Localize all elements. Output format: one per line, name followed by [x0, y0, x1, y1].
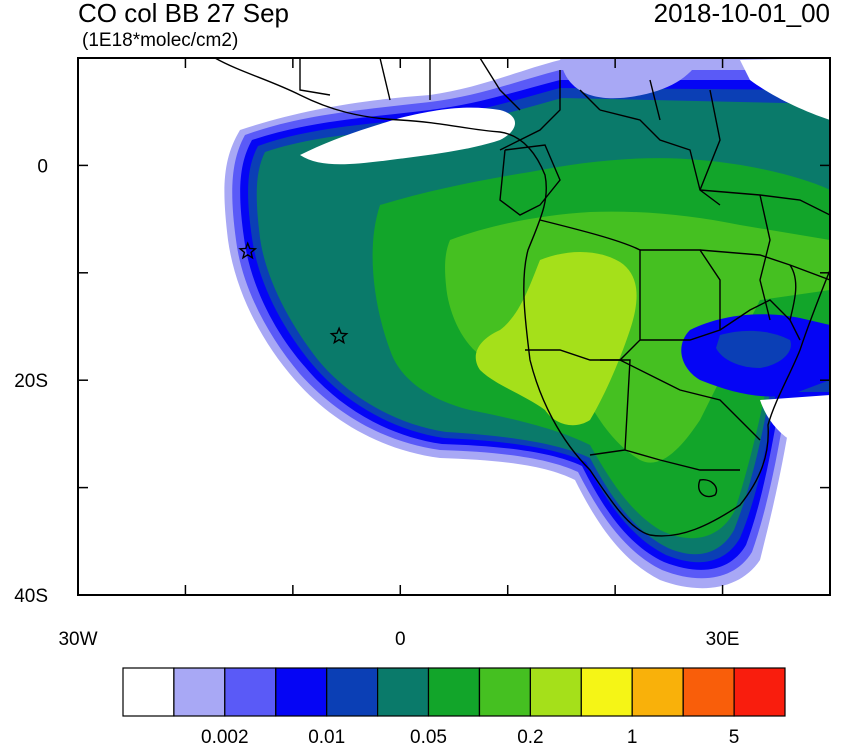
y-tick-label: 0 [37, 156, 48, 177]
colorbar-swatch [529, 667, 582, 717]
colorbar-label: 1 [627, 727, 638, 748]
colorbar-swatch [173, 667, 226, 717]
colorbar-swatch [326, 667, 379, 717]
colorbar-swatch [478, 667, 532, 717]
axis-ticks: 0 20S 40S 30W 0 30E [14, 57, 831, 650]
colorbar-swatch [275, 667, 328, 717]
co-concentration-field [224, 58, 830, 589]
colorbar-swatch [427, 667, 481, 717]
colorbar-label: 0.05 [410, 727, 447, 748]
colorbar-swatch [580, 667, 633, 717]
colorbar-label: 0.01 [308, 727, 345, 748]
y-tick-label: 40S [14, 586, 48, 607]
star-marker-icon [329, 326, 349, 345]
colorbar-swatch [733, 667, 786, 717]
colorbar-label: 0.002 [201, 727, 249, 748]
map-title: CO col BB 27 Sep [78, 0, 289, 28]
colorbar-swatch [631, 667, 684, 717]
x-tick-label: 30W [58, 629, 97, 650]
y-tick-label: 20S [14, 371, 48, 392]
map-frame [77, 57, 831, 596]
country-borders [214, 58, 830, 537]
marker-layer [238, 241, 349, 345]
colorbar-swatch [682, 667, 735, 717]
x-tick-label: 0 [395, 629, 406, 650]
colorbar-swatch [377, 667, 430, 717]
colorbar-label: 5 [729, 727, 740, 748]
colorbar-label: 0.2 [517, 727, 543, 748]
x-tick-label: 30E [706, 629, 740, 650]
colorbar-swatch [224, 667, 277, 717]
colorbar: 0.002 0.01 0.05 0.2 1 5 [122, 667, 786, 748]
star-marker-icon [238, 241, 258, 260]
map-datetime: 2018-10-01_00 [653, 0, 830, 28]
colorbar-swatch [122, 667, 175, 717]
units-label: (1E18*molec/cm2) [82, 30, 239, 51]
